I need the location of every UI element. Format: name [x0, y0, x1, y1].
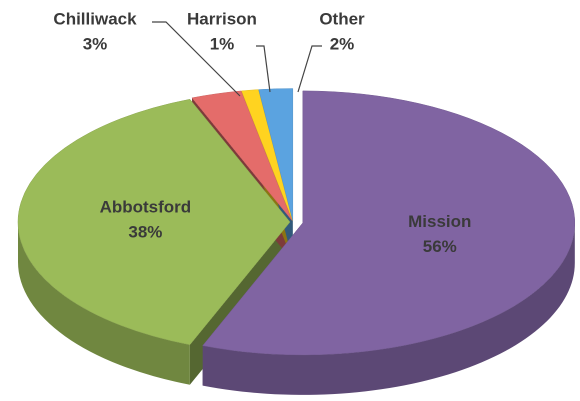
slice-side: [202, 222, 575, 395]
sides: [18, 222, 575, 395]
pie: [17, 88, 576, 395]
slice-label: Mission: [408, 212, 471, 231]
value-label: 1%: [210, 34, 235, 53]
slice: [202, 90, 576, 356]
value-label: 38%: [128, 222, 162, 241]
slice-label: Abbotsford: [100, 197, 192, 216]
slice-label: Other: [319, 9, 365, 28]
leader-line: [297, 45, 322, 93]
leader-line: [152, 21, 241, 97]
slice-label: Chilliwack: [53, 9, 137, 28]
value-label: 3%: [83, 34, 108, 53]
slice-side: [18, 222, 190, 385]
slice: [17, 98, 291, 346]
tops: [17, 88, 576, 356]
slice-label: Harrison: [187, 9, 257, 28]
value-label: 56%: [423, 237, 457, 256]
value-label: 2%: [330, 34, 355, 53]
slice: [258, 88, 294, 221]
slice: [191, 90, 293, 221]
leader-line: [256, 45, 271, 93]
slice: [241, 89, 293, 221]
